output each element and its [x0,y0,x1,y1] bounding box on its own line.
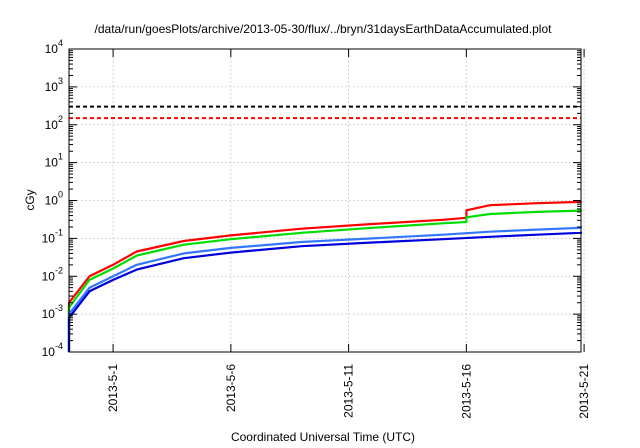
y-tick-label: 10-1 [42,227,63,245]
y-tick-label: 10-3 [42,303,63,321]
y-tick-label: 104 [45,38,63,56]
y-axis-label: cGy [23,189,37,210]
y-tick-label: 10-2 [42,265,63,283]
y-axis-ticks: 10-4 10-3 10-2 10-1 100 101 102 103 104 [42,38,581,359]
y-tick-label: 101 [45,152,63,170]
y-tick-label: 10-4 [42,341,63,359]
y-tick-label: 102 [45,114,63,132]
x-tick-label: 2013-5-6 [224,364,238,412]
threshold-lines [69,105,581,120]
grid [69,49,585,352]
x-axis-ticks: 2013-5-1 2013-5-6 2013-5-11 2013-5-16 2013-5… [106,49,591,419]
chart-title: /data/run/goesPlots/archive/2013-05-30/f… [95,22,553,36]
series-line [67,200,583,352]
y-tick-label: 100 [45,190,63,208]
series-line [67,226,583,352]
x-tick-label: 2013-5-21 [577,364,591,419]
x-tick-label: 2013-5-11 [342,364,356,418]
series-line [67,231,583,352]
x-tick-label: 2013-5-1 [106,364,120,412]
x-axis-label: Coordinated Universal Time (UTC) [231,430,415,444]
series-lines [67,200,583,352]
x-tick-label: 2013-5-16 [459,364,473,419]
series-line [67,209,583,352]
y-tick-label: 103 [45,76,63,94]
